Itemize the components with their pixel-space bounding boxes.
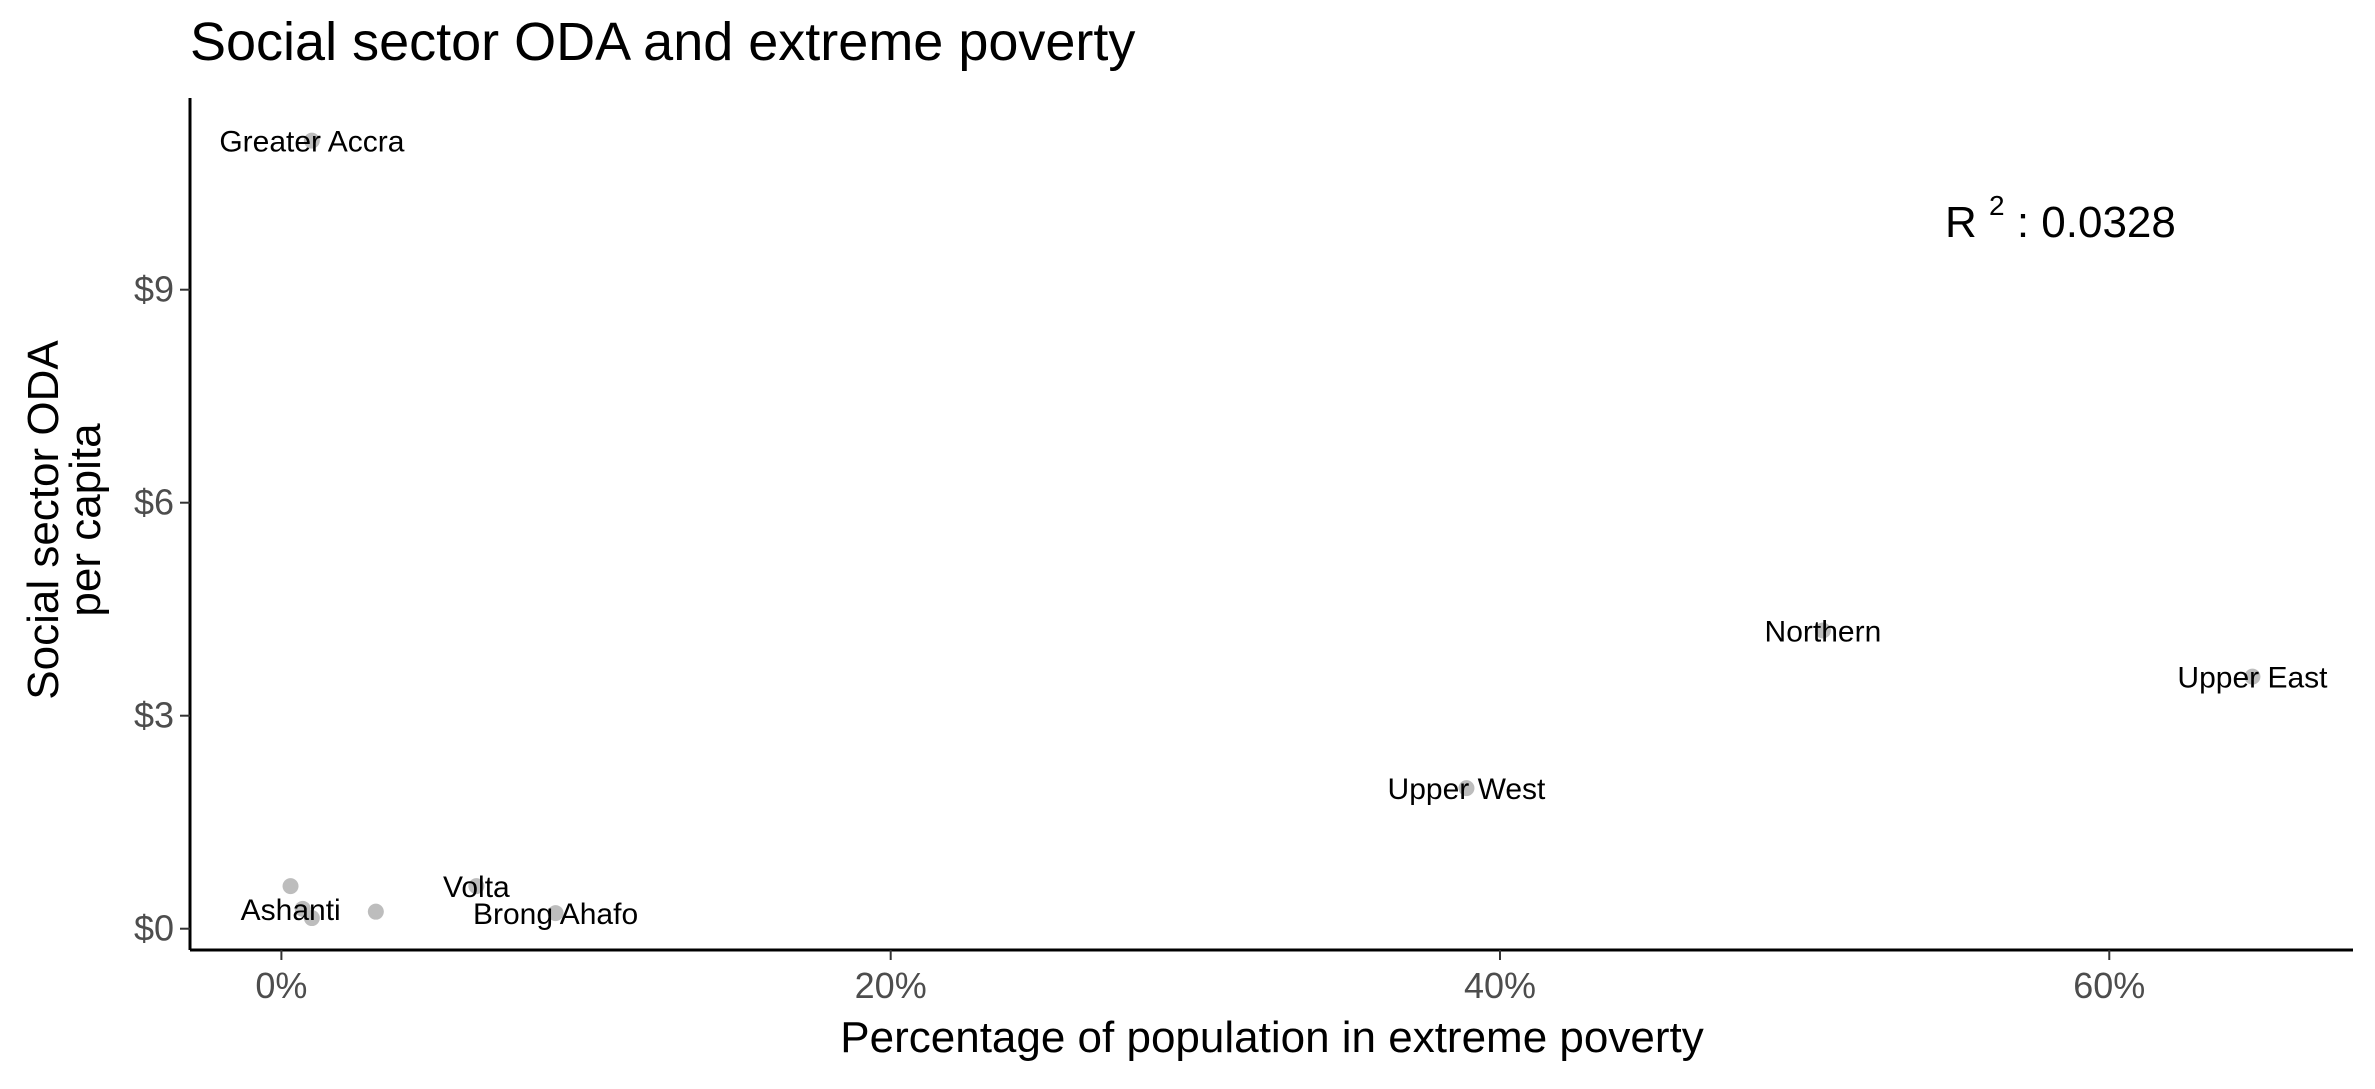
point-label: Upper East [2177,662,2328,695]
x-axis-title: Percentage of population in extreme pove… [840,1013,1703,1062]
y-tick-label: $9 [134,269,174,310]
point-labels: Greater Accra Northern Upper East Upper Wes… [219,126,2328,931]
y-axis-title-line-1: Social sector ODA [19,340,68,700]
point-label: Brong Ahafo [473,898,638,931]
point-label: Ashanti [241,894,341,927]
data-point [1814,622,1831,639]
x-axis-ticks: 0% 20% 40% 60% [255,950,2145,1006]
y-tick-label: $0 [134,908,174,949]
r-squared-value: : 0.0328 [2017,198,2176,247]
x-tick-label: 60% [2073,965,2145,1006]
r-squared-annotation: R 2 : 0.0328 [1945,176,2176,247]
data-point [1458,780,1475,797]
data-point [303,910,320,927]
r-squared-prefix: R [1945,198,1977,247]
x-tick-label: 0% [255,965,307,1006]
point-label: Upper West [1388,773,1547,806]
data-point [547,905,564,922]
data-points [282,132,2261,927]
y-axis-ticks: $0 $3 $6 $9 [134,269,190,949]
y-axis-title: Social sector ODA per capita [19,340,110,700]
y-tick-label: $3 [134,695,174,736]
data-point [367,903,384,920]
data-point [468,878,485,895]
r-squared-superscript: 2 [1989,190,2005,221]
chart-title: Social sector ODA and extreme poverty [190,12,1135,72]
point-label: Greater Accra [219,126,404,159]
plot-axes [188,98,2353,952]
y-tick-label: $6 [134,482,174,523]
data-point [2244,668,2261,685]
data-point [282,878,299,895]
data-point [303,132,320,149]
point-label: Northern [1765,616,1882,649]
x-tick-label: 40% [1464,965,1536,1006]
point-label: Volta [443,871,510,904]
y-axis-title-line-2: per capita [61,423,110,617]
x-tick-label: 20% [855,965,927,1006]
